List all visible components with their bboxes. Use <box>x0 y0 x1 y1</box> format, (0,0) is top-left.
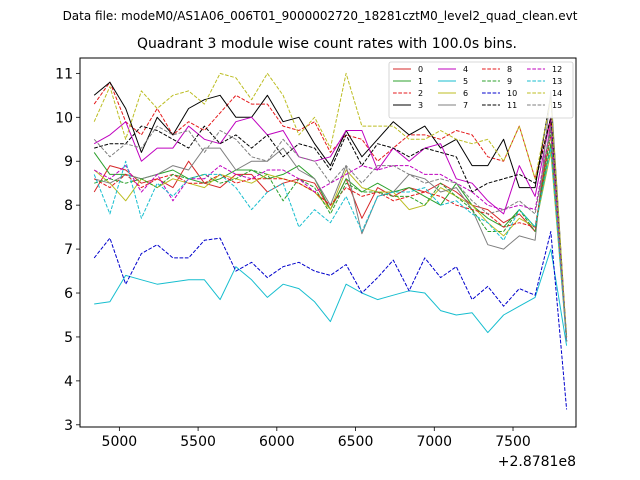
y-tick-label: 4 <box>64 374 73 390</box>
legend-label-5: 5 <box>463 77 468 86</box>
x-tick-label: 6500 <box>338 434 374 450</box>
chart-title: Quadrant 3 module wise count rates with … <box>137 36 517 52</box>
y-tick-label: 8 <box>64 198 73 214</box>
y-tick-label: 5 <box>64 330 73 346</box>
legend-label-4: 4 <box>463 65 468 74</box>
series-line-11 <box>94 116 568 342</box>
chart-suptitle: Data file: modeM0/AS1A06_006T01_90000027… <box>63 9 578 23</box>
legend-label-6: 6 <box>463 89 468 98</box>
series-line-9 <box>94 130 568 337</box>
y-tick-label: 3 <box>64 418 73 434</box>
series-line-13 <box>93 147 568 342</box>
x-axis: 5000 5500 6000 6500 7000 7500 <box>102 427 531 450</box>
legend-label-10: 10 <box>507 89 517 98</box>
series-line-1 <box>93 143 568 337</box>
legend-label-7: 7 <box>463 101 468 110</box>
x-tick-label: 7000 <box>416 434 452 450</box>
series-layer <box>93 72 568 410</box>
y-tick-label: 10 <box>55 110 73 126</box>
legend-label-9: 9 <box>507 77 512 86</box>
legend-label-8: 8 <box>507 65 512 74</box>
legend-frame <box>388 61 574 119</box>
legend-label-15: 15 <box>552 101 562 110</box>
legend-label-0: 0 <box>418 65 423 74</box>
y-tick-label: 6 <box>64 286 73 302</box>
x-tick-label: 6000 <box>259 434 295 450</box>
legend-label-14: 14 <box>552 89 562 98</box>
x-tick-label: 5500 <box>180 434 216 450</box>
legend-label-1: 1 <box>418 77 423 86</box>
series-line-12 <box>93 125 568 342</box>
legend-label-2: 2 <box>418 89 423 98</box>
y-tick-label: 7 <box>64 242 73 258</box>
x-tick-label: 5000 <box>102 434 138 450</box>
series-line-4 <box>93 116 568 337</box>
series-line-14 <box>93 72 568 337</box>
y-tick-label: 11 <box>55 66 73 82</box>
series-line-15 <box>93 125 568 342</box>
plot-frame <box>79 57 577 428</box>
legend-label-3: 3 <box>418 101 423 110</box>
legend-label-13: 13 <box>552 77 562 86</box>
series-line-10 <box>93 231 568 410</box>
y-tick-label: 9 <box>64 154 73 170</box>
series-line-2 <box>93 81 568 342</box>
y-axis: 3 4 5 6 7 8 9 10 11 <box>55 66 80 434</box>
series-line-5 <box>94 248 568 346</box>
x-tick-label: 7500 <box>495 434 531 450</box>
legend-label-12: 12 <box>552 65 562 74</box>
legend-label-11: 11 <box>507 101 517 110</box>
x-offset-label: +2.8781e8 <box>498 454 576 470</box>
series-line-3 <box>93 81 568 342</box>
